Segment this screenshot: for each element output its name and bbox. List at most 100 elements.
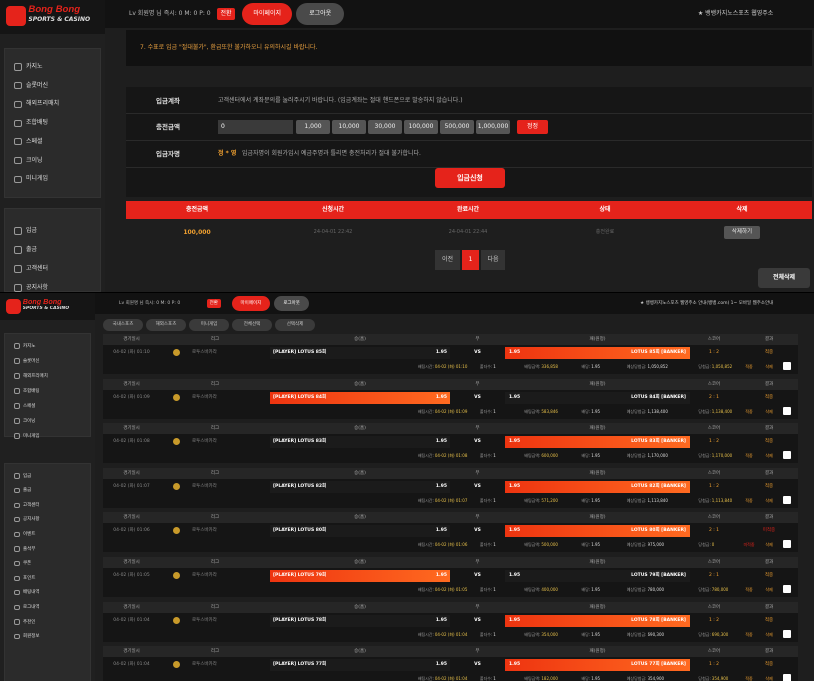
amount-button[interactable]: 30,000 (368, 120, 402, 134)
delete-link[interactable]: 삭제 (765, 542, 773, 548)
select-checkbox[interactable] (783, 674, 791, 681)
menu-item[interactable]: 출석부 (23, 546, 36, 552)
draw-label: VS (474, 439, 481, 445)
menu-item[interactable]: 회원정보 (23, 634, 40, 640)
menu-item[interactable]: 카지노 (26, 63, 43, 70)
home-pick[interactable] (270, 614, 450, 627)
tab-button[interactable]: 해외스포츠 (146, 319, 186, 331)
menu-item[interactable]: 해외프리매치 (26, 100, 60, 108)
delete-link[interactable]: 삭제 (765, 408, 773, 414)
next-page[interactable]: 다음 (481, 250, 505, 270)
delete-all-button[interactable]: 전체삭제 (758, 268, 810, 288)
select-checkbox[interactable] (783, 585, 791, 593)
summary-label: 폴더수: (479, 587, 493, 592)
menu-item[interactable]: 조합배팅 (23, 388, 40, 394)
home-pick[interactable] (270, 570, 450, 582)
summary-label: 당첨금: (698, 453, 711, 459)
select-checkbox[interactable] (783, 406, 791, 415)
delete-button[interactable]: 삭제하기 (724, 226, 760, 239)
delete-link[interactable]: 삭제 (765, 453, 773, 459)
amount-button[interactable]: 500,000 (440, 120, 474, 134)
away-pick[interactable] (505, 436, 690, 449)
menu-item[interactable]: 고객센터 (23, 502, 40, 508)
tab-button[interactable]: 국내스포츠 (103, 319, 143, 331)
menu-item[interactable]: 출금 (26, 246, 38, 253)
bet-column-header: 무 (475, 381, 480, 387)
away-pick[interactable] (505, 614, 690, 627)
menu-item[interactable]: 추천인 (23, 619, 36, 625)
menu-item[interactable]: 크이닝 (23, 418, 36, 424)
menu-item[interactable]: 카지노 (23, 343, 36, 349)
tab-button[interactable]: 미니게임 (189, 319, 229, 331)
menu-item[interactable]: 미니게임 (23, 433, 40, 439)
menu-item[interactable]: 포인트 (23, 575, 36, 581)
away-pick[interactable] (505, 480, 690, 493)
delete-link[interactable]: 삭제 (765, 587, 773, 592)
menu-item[interactable]: 조합배팅 (26, 119, 49, 127)
home-pick[interactable] (270, 436, 450, 449)
delete-link[interactable]: 삭제 (765, 676, 773, 681)
bet-column-header: 승(홈) (354, 604, 366, 610)
menu-item[interactable]: 스페셜 (26, 137, 43, 145)
amount-button[interactable]: 1,000,000 (476, 120, 510, 134)
menu-item[interactable]: 크이닝 (26, 156, 43, 164)
menu-item[interactable]: 입금 (26, 227, 38, 234)
amount-input[interactable]: 0 (218, 120, 293, 134)
menu-item[interactable]: 공지사항 (26, 284, 49, 291)
amount-button[interactable]: 100,000 (404, 120, 438, 134)
menu-item[interactable]: 미니게임 (26, 175, 49, 183)
menu-item[interactable]: 슬롯머신 (23, 358, 40, 364)
betting-history-page: Bong Bong SPORTS & CASINO Lv 회원명 님 즉시: 0 M… (0, 292, 814, 681)
menu-item[interactable]: 로그내역 (23, 604, 40, 610)
logout-button[interactable]: 로그아웃 (296, 3, 344, 25)
mypage-button[interactable]: 마이페이지 (232, 296, 270, 311)
away-pick[interactable] (505, 347, 690, 359)
menu-item[interactable]: 해외프리매치 (23, 373, 48, 379)
away-pick[interactable] (505, 570, 690, 582)
menu-item[interactable]: 입금 (23, 473, 32, 479)
tab-button[interactable]: 전체선택 (232, 319, 272, 331)
home-pick[interactable] (270, 480, 450, 493)
convert-button[interactable]: 전환 (207, 299, 221, 308)
menu-panel (4, 463, 91, 681)
select-checkbox[interactable] (783, 451, 791, 460)
summary-label: 당첨금: (698, 676, 711, 681)
home-pick[interactable] (270, 525, 450, 538)
menu-item[interactable]: 공지사항 (23, 517, 40, 523)
submit-button[interactable]: 입금신청 (435, 168, 505, 188)
delete-link[interactable]: 삭제 (765, 497, 773, 503)
menu-item[interactable]: 슬롯머신 (26, 81, 49, 89)
current-page[interactable]: 1 (462, 250, 479, 270)
mypage-button[interactable]: 마이페이지 (242, 3, 293, 25)
convert-button[interactable]: 전환 (217, 8, 235, 20)
select-checkbox[interactable] (783, 495, 791, 504)
prev-page[interactable]: 이전 (435, 250, 460, 270)
away-pick[interactable] (505, 659, 690, 672)
bet-column-header: 결과 (764, 604, 774, 610)
delete-link[interactable]: 삭제 (765, 364, 773, 369)
away-pick[interactable] (505, 391, 690, 404)
menu-item[interactable]: 쿠폰 (23, 561, 32, 567)
menu-item[interactable]: 스페셜 (23, 403, 36, 409)
summary-value: 04-02 (화) 01:05 (434, 587, 468, 592)
select-checkbox[interactable] (783, 362, 791, 370)
menu-item[interactable]: 이벤트 (23, 531, 36, 537)
menu-item[interactable]: 출금 (23, 488, 32, 494)
select-checkbox[interactable] (783, 540, 791, 549)
home-pick[interactable] (270, 347, 450, 359)
tab-button[interactable]: 선택삭제 (275, 319, 315, 331)
away-pick[interactable] (505, 525, 690, 538)
reset-button[interactable]: 정정 (517, 120, 548, 134)
home-pick[interactable] (270, 659, 450, 672)
menu-item[interactable]: 배팅내역 (23, 590, 40, 596)
summary-value: 571,200 (541, 497, 558, 503)
logout-button[interactable]: 로그아웃 (273, 296, 310, 311)
amount-button[interactable]: 10,000 (332, 120, 366, 134)
draw-label: VS (474, 662, 481, 668)
select-checkbox[interactable] (783, 629, 791, 638)
delete-link[interactable]: 삭제 (765, 631, 773, 637)
amount-button[interactable]: 1,000 (296, 120, 330, 134)
bet-league: 로투스바카라 (192, 528, 217, 534)
home-pick[interactable] (270, 391, 450, 404)
menu-item[interactable]: 고객센터 (26, 265, 49, 272)
